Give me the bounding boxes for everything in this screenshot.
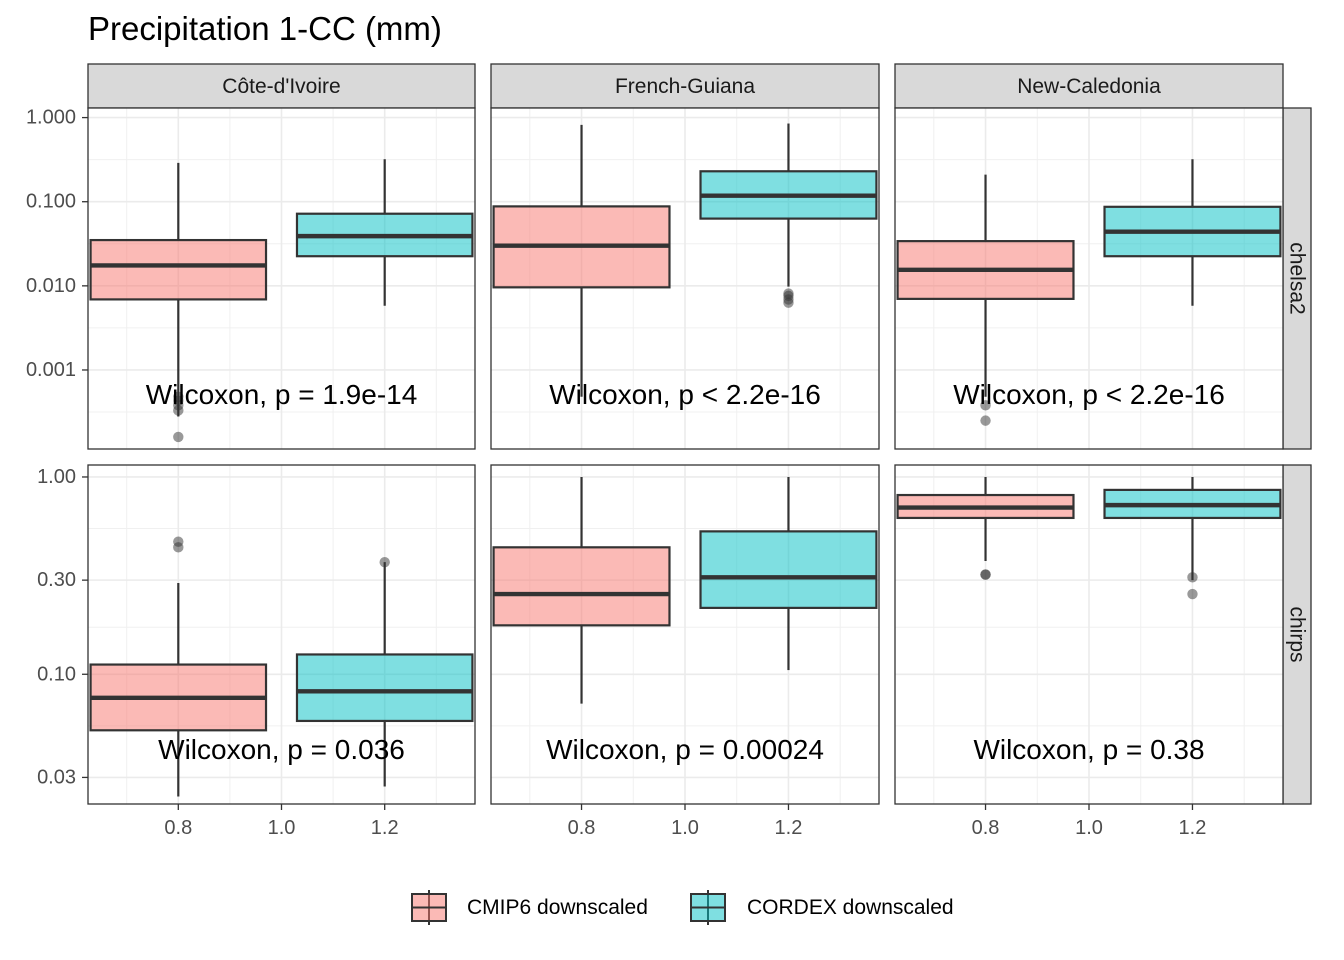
box-cordex-downscaled: [1103, 476, 1282, 600]
strip-row-chelsa2: chelsa2: [1282, 107, 1312, 450]
chart-title: Precipitation 1-CC (mm): [88, 10, 442, 47]
box-iqr: [89, 238, 268, 301]
outlier-point: [1187, 572, 1198, 583]
box-cmip6-downscaled: [492, 476, 671, 704]
panel-border: [894, 107, 1284, 450]
y-tick-label: 1.00: [37, 466, 76, 488]
strip-label: French-Guiana: [615, 75, 755, 98]
gridlines: [895, 108, 1283, 449]
legend: CMIP6 downscaled CORDEX downscaled: [411, 890, 954, 925]
box-cmip6-downscaled: [89, 536, 268, 797]
panel-chelsa2-new-caledonia: Wilcoxon, p < 2.2e-16: [894, 107, 1284, 450]
box-iqr: [492, 546, 671, 627]
panel-chirps-c-te-d-ivoire: Wilcoxon, p = 0.036 0.03 0.10 0.30 1.00 0.8 1.…: [37, 464, 476, 839]
panel-border: [87, 107, 476, 450]
strip-label: Côte-d'Ivoire: [222, 75, 340, 98]
box-cordex-downscaled: [295, 159, 474, 306]
x-tick-label: 1.2: [775, 817, 803, 839]
outlier-point: [173, 391, 184, 402]
x-axis: 0.8 1.0 1.2: [164, 804, 399, 839]
strip-background: [87, 63, 476, 109]
box-cmip6-downscaled: [492, 124, 671, 397]
box-cmip6-downscaled: [89, 162, 268, 443]
outlier-point: [379, 556, 390, 568]
legend-label: CORDEX downscaled: [747, 896, 954, 919]
legend-item-cmip6-downscaled: CMIP6 downscaled: [411, 890, 648, 925]
panel-border: [490, 107, 880, 450]
x-tick-label: 1.0: [268, 817, 296, 839]
x-tick-label: 0.8: [972, 817, 1000, 839]
legend-item-cordex-downscaled: CORDEX downscaled: [690, 890, 954, 925]
x-tick-label: 1.2: [1179, 817, 1207, 839]
box-iqr: [295, 653, 474, 723]
box-cordex-downscaled: [1103, 159, 1282, 306]
box-iqr: [699, 530, 878, 609]
legend-label: CMIP6 downscaled: [467, 896, 648, 919]
panel-chirps-new-caledonia: Wilcoxon, p = 0.38 0.8 1.0 1.2: [894, 464, 1284, 839]
strip-row-chirps: chirps: [1282, 464, 1312, 805]
wilcoxon-annotation: Wilcoxon, p < 2.2e-16: [953, 379, 1225, 410]
x-axis: 0.8 1.0 1.2: [972, 804, 1207, 839]
box-cordex-downscaled: [295, 556, 474, 787]
outlier-point: [980, 415, 991, 426]
outlier-point: [980, 569, 991, 580]
x-tick-label: 0.8: [568, 817, 596, 839]
wilcoxon-annotation: Wilcoxon, p = 1.9e-14: [146, 379, 418, 410]
y-tick-label: 0.10: [37, 663, 76, 685]
strip-col-french-guiana: French-Guiana: [490, 63, 880, 109]
box-cordex-downscaled: [699, 476, 878, 671]
wilcoxon-annotation: Wilcoxon, p < 2.2e-16: [549, 379, 821, 410]
gridlines: [491, 465, 879, 804]
y-tick-label: 0.001: [26, 359, 76, 381]
y-tick-label: 0.010: [26, 275, 76, 297]
x-tick-label: 1.0: [1075, 817, 1103, 839]
y-tick-label: 1.000: [26, 107, 76, 129]
outlier-point: [783, 288, 794, 299]
box-cordex-downscaled: [699, 123, 878, 308]
y-tick-label: 0.03: [37, 766, 76, 788]
y-axis: 0.03 0.10 0.30 1.00: [37, 466, 88, 788]
strip-background: [490, 63, 880, 109]
box-cmip6-downscaled: [896, 476, 1075, 580]
strip-label: New-Caledonia: [1017, 75, 1161, 98]
x-tick-label: 1.2: [371, 817, 399, 839]
x-axis: 0.8 1.0 1.2: [568, 804, 803, 839]
box-cmip6-downscaled: [896, 174, 1075, 426]
y-tick-label: 0.100: [26, 191, 76, 213]
strip-col-new-caledonia: New-Caledonia: [894, 63, 1284, 109]
wilcoxon-annotation: Wilcoxon, p = 0.38: [973, 734, 1204, 765]
y-tick-label: 0.30: [37, 569, 76, 591]
panel-chirps-french-guiana: Wilcoxon, p = 0.00024 0.8 1.0 1.2: [490, 464, 880, 839]
outlier-point: [980, 400, 991, 411]
panel-chelsa2-french-guiana: Wilcoxon, p < 2.2e-16: [490, 107, 880, 450]
x-tick-label: 0.8: [164, 817, 192, 839]
panel-chelsa2-c-te-d-ivoire: Wilcoxon, p = 1.9e-14 0.001 0.010 0.100 1.00…: [26, 107, 476, 450]
strip-col-c-te-d-ivoire: Côte-d'Ivoire: [87, 63, 476, 109]
strip-label: chirps: [1286, 606, 1309, 662]
outlier-point: [1187, 588, 1198, 600]
strip-label: chelsa2: [1286, 242, 1309, 314]
outlier-point: [173, 536, 184, 547]
x-tick-label: 1.0: [671, 817, 699, 839]
y-axis: 0.001 0.010 0.100 1.000: [26, 107, 88, 381]
strip-background: [1282, 464, 1312, 805]
facet-panels: Côte-d'Ivoire French-Guiana New-Caledonia c…: [26, 63, 1312, 839]
strip-background: [1282, 107, 1312, 450]
wilcoxon-annotation: Wilcoxon, p = 0.00024: [546, 734, 824, 765]
outlier-point: [173, 431, 184, 443]
strip-background: [894, 63, 1284, 109]
wilcoxon-annotation: Wilcoxon, p = 0.036: [158, 734, 405, 765]
